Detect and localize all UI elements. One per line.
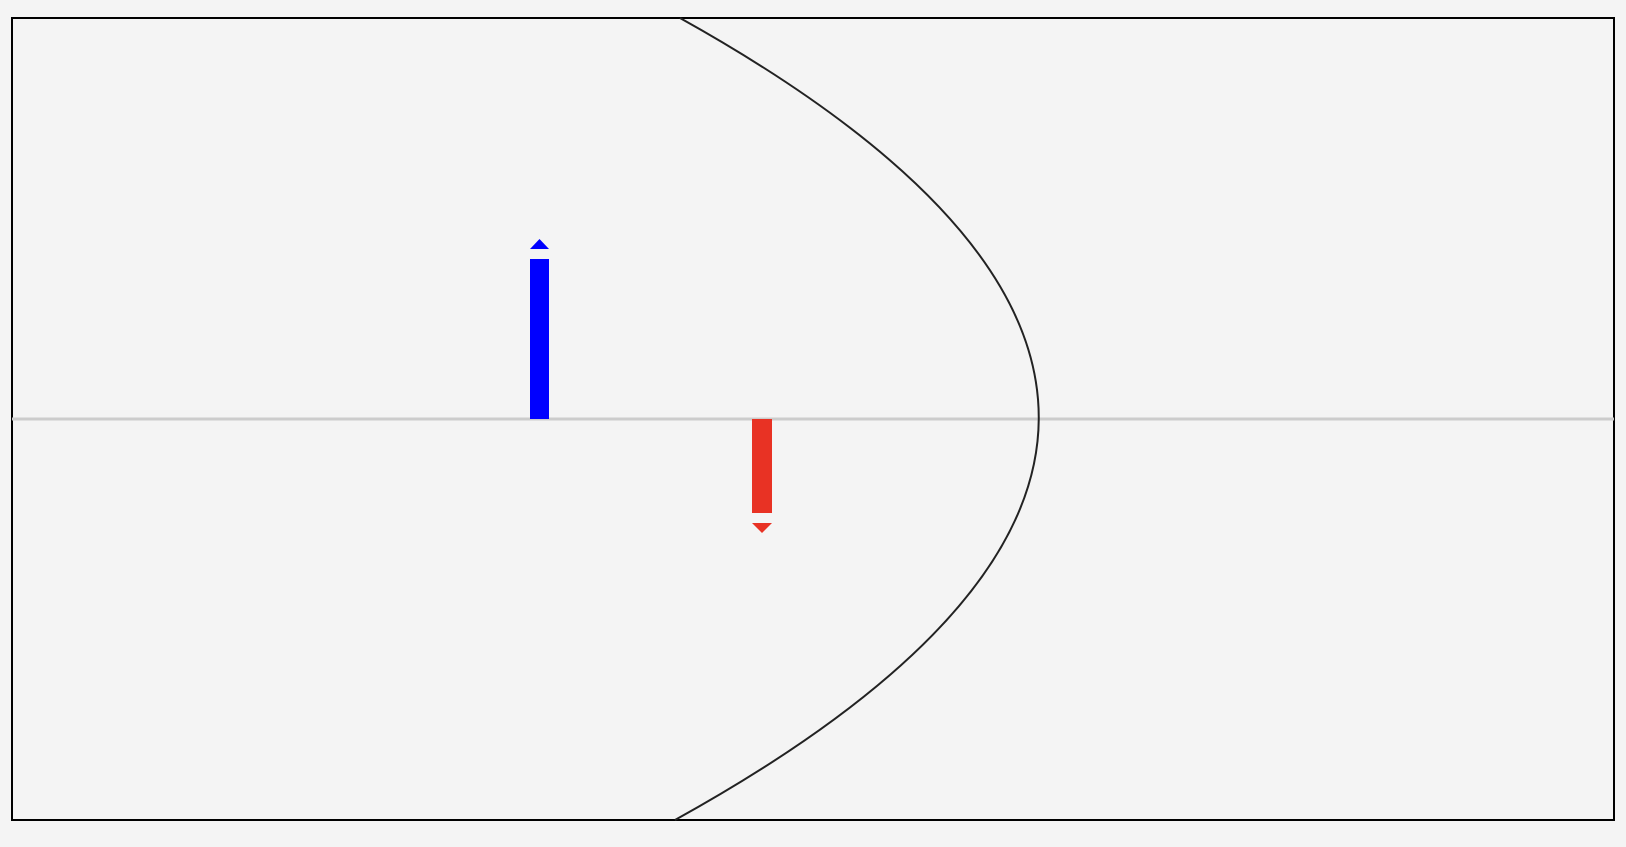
- positive-arrow-head: [530, 239, 549, 249]
- parabola-curve: [674, 17, 1040, 821]
- negative-arrow-shaft: [752, 419, 772, 513]
- negative-arrow: [752, 419, 772, 533]
- positive-arrow: [530, 239, 549, 419]
- negative-arrow-head: [752, 523, 772, 533]
- positive-arrow-shaft: [530, 259, 549, 419]
